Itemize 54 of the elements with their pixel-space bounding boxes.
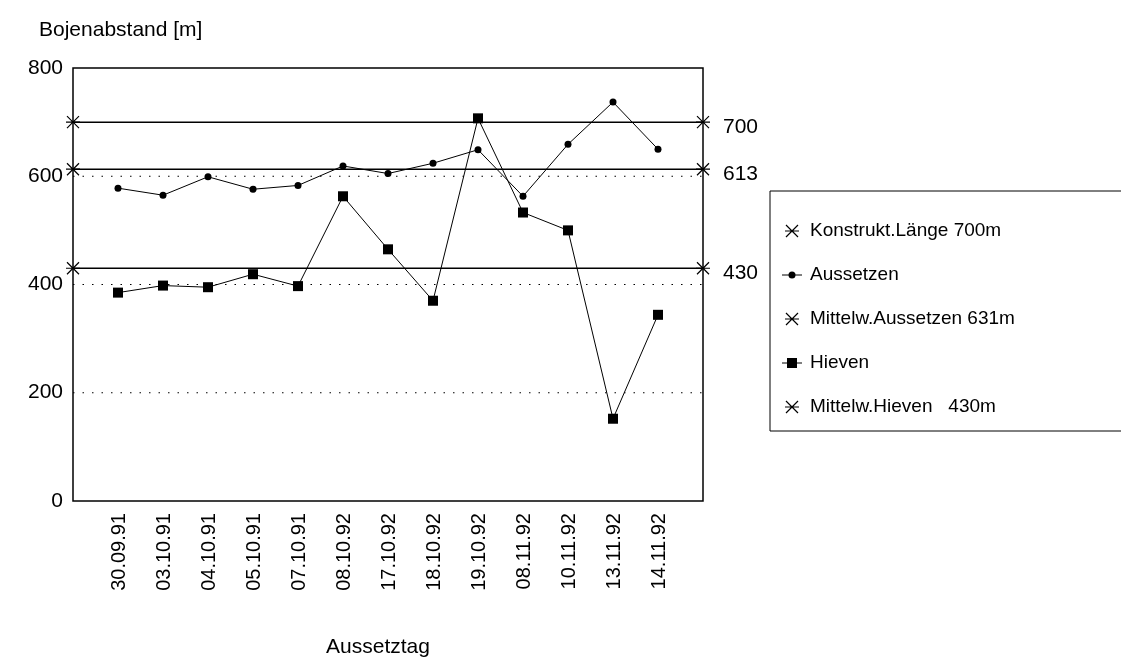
y-tick-label: 0 [51, 487, 63, 511]
x-tick-label: 07.10.91 [287, 513, 309, 591]
point [248, 269, 258, 280]
point [158, 280, 168, 291]
legend-label: Mittelw.Aussetzen 631m [810, 307, 1015, 329]
point [113, 287, 123, 298]
text: 430 [723, 259, 759, 283]
point [383, 244, 393, 255]
text: 700 [723, 113, 759, 137]
point [518, 207, 528, 218]
y-tick-label: 600 [27, 162, 63, 186]
legend-label: Hieven [810, 351, 870, 373]
y-axis-title: Bojenabstand [m] [39, 17, 203, 40]
x-tick-label: 18.10.92 [422, 513, 444, 591]
text: 613 [723, 160, 759, 184]
point [428, 295, 438, 306]
point [654, 145, 662, 153]
x-tick-label: 14.11.92 [647, 513, 669, 590]
legend-label: Aussetzen [810, 263, 899, 285]
point [474, 146, 482, 154]
y-tick-label: 800 [27, 54, 63, 78]
point [519, 192, 527, 200]
x-tick-label: 05.10.91 [242, 513, 264, 591]
point [114, 184, 122, 192]
x-tick-label: 03.10.91 [152, 513, 174, 591]
x-tick-label: 08.10.92 [332, 513, 354, 591]
x-tick-label: 17.10.92 [377, 513, 399, 591]
point [564, 140, 572, 148]
point [203, 282, 213, 293]
legend-label: Konstrukt.Länge 700m [810, 219, 1002, 241]
point [294, 181, 302, 189]
x-tick-label: 19.10.92 [467, 513, 489, 591]
point [339, 162, 347, 170]
y-tick-label: 400 [27, 271, 63, 295]
point [608, 413, 618, 424]
point [204, 173, 212, 181]
x-tick-label: 30.09.91 [107, 513, 129, 591]
point [429, 159, 437, 167]
point [653, 309, 663, 320]
point [563, 225, 573, 236]
point [293, 281, 303, 292]
x-axis-title: Aussetztag [326, 634, 430, 657]
x-tick-label: 04.10.91 [197, 513, 219, 591]
point [384, 170, 392, 178]
x-tick-label: 10.11.92 [557, 513, 579, 590]
x-tick-label: 13.11.92 [602, 513, 624, 590]
point [338, 191, 348, 202]
point [609, 98, 617, 106]
legend-label: Mittelw.Hieven 430m [810, 395, 996, 417]
point [249, 185, 257, 193]
point [159, 191, 167, 199]
point [473, 113, 483, 124]
y-tick-label: 200 [27, 379, 63, 403]
x-tick-label: 08.11.92 [512, 513, 534, 590]
